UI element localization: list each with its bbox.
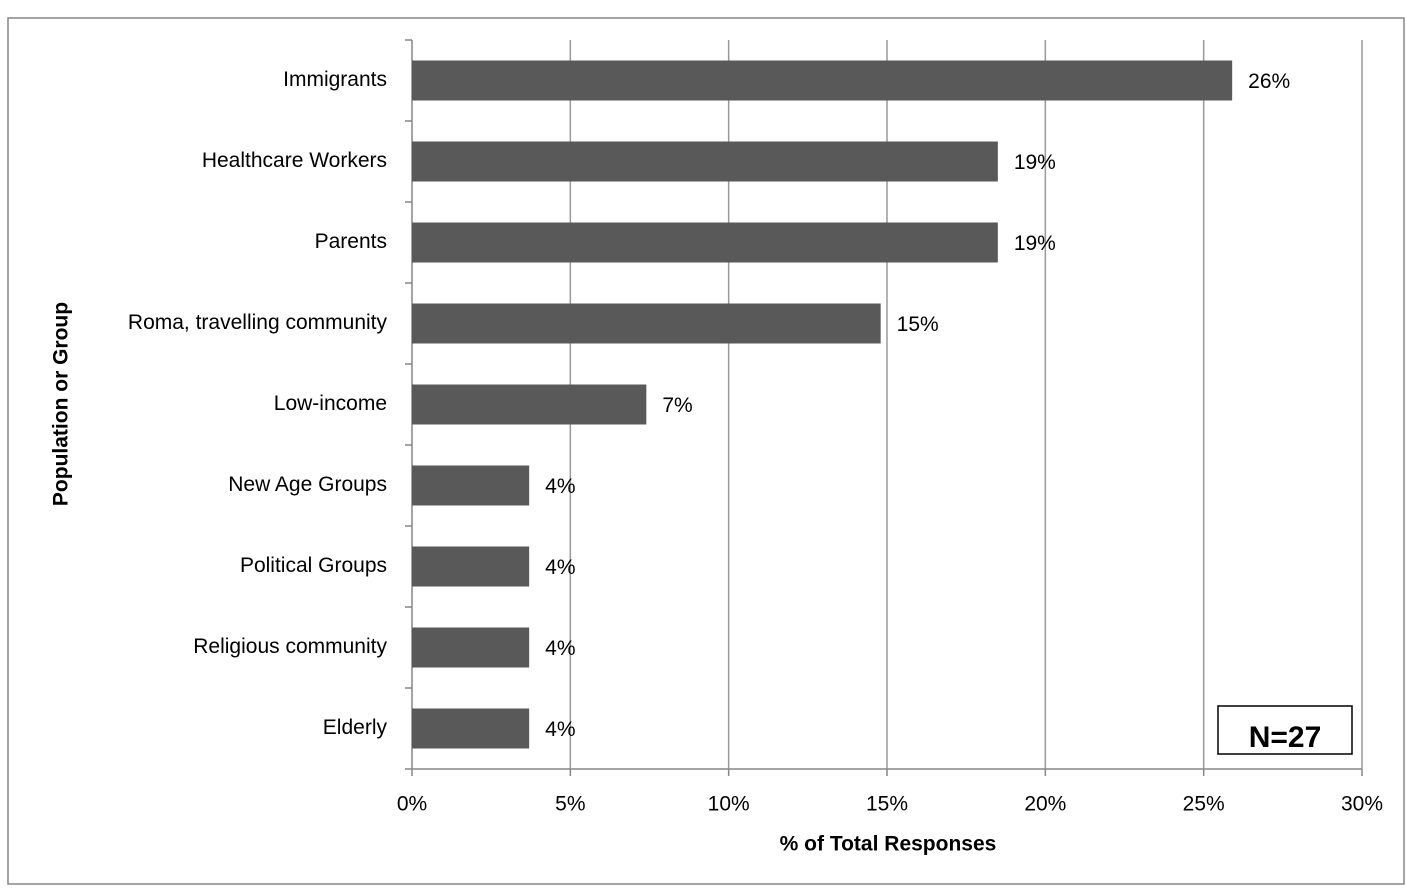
x-tick-label: 20% <box>1024 793 1066 816</box>
x-tick-label: 30% <box>1341 793 1383 816</box>
annotation-box <box>1217 705 1353 755</box>
bar <box>412 141 998 182</box>
x-tick-label: 0% <box>397 793 427 816</box>
y-tick-label: Political Groups <box>240 554 387 577</box>
y-axis-title: Population or Group <box>50 302 73 506</box>
bar <box>412 222 998 263</box>
value-label: 4% <box>545 718 575 741</box>
bar <box>412 303 881 344</box>
bar <box>412 60 1233 101</box>
annotation: N=27 <box>1249 721 1322 754</box>
x-tick-label: 15% <box>866 793 908 816</box>
y-tick-label: Elderly <box>323 716 388 739</box>
value-label: 19% <box>1014 232 1056 255</box>
y-tick-label: Religious community <box>193 635 387 658</box>
bar <box>412 465 530 506</box>
value-label: 4% <box>545 637 575 660</box>
value-label: 15% <box>897 313 939 336</box>
y-tick-label: Healthcare Workers <box>202 149 387 172</box>
y-tick-label: Immigrants <box>283 68 387 91</box>
value-label: 7% <box>662 394 692 417</box>
x-axis-title: % of Total Responses <box>780 833 997 856</box>
bar <box>412 627 530 668</box>
chart-frame <box>7 17 1405 885</box>
value-label: 4% <box>545 475 575 498</box>
value-label: 4% <box>545 556 575 579</box>
x-tick-label: 10% <box>708 793 750 816</box>
bar <box>412 384 647 425</box>
bar <box>412 708 530 749</box>
y-tick-label: New Age Groups <box>228 473 387 496</box>
value-label: 26% <box>1248 70 1290 93</box>
bar <box>412 546 530 587</box>
y-tick-label: Low-income <box>274 392 387 415</box>
x-tick-label: 5% <box>555 793 585 816</box>
value-label: 19% <box>1014 151 1056 174</box>
y-tick-label: Roma, travelling community <box>128 311 388 334</box>
x-tick-label: 25% <box>1183 793 1225 816</box>
y-tick-label: Parents <box>315 230 387 253</box>
